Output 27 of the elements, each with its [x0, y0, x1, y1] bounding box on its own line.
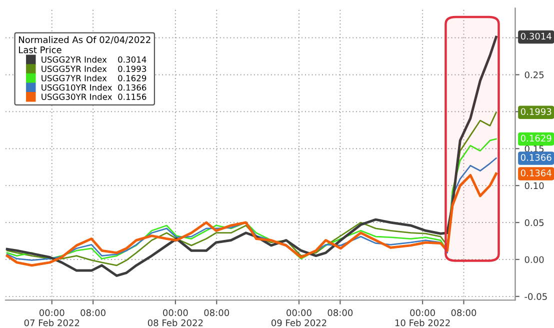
x-tick-label: 00:00 07 Feb 2022 [24, 309, 80, 326]
text: 0.1366 [520, 154, 552, 161]
legend-label: USGG7YR Index 0.1629 [42, 74, 146, 82]
text: 0.3014 [520, 32, 552, 40]
legend-label: USGG10YR Index 0.1366 [42, 84, 146, 91]
line-series [6, 172, 498, 267]
y-tick-label: 0.25 [524, 71, 544, 78]
text: 0.1364 [520, 170, 552, 176]
x-tick-label: 08:00 [80, 309, 106, 316]
y-tick-label: 0.05 [524, 219, 544, 226]
legend-label: USGG2YR Index 0.3014 [42, 56, 146, 63]
text: 0.1629 [520, 134, 552, 142]
x-tick-label: 00:00 10 Feb 2022 [395, 309, 450, 326]
y-tick-label: -0.05 [524, 293, 547, 300]
x-tick-label: 00:00 09 Feb 2022 [271, 309, 326, 326]
line-series [6, 36, 498, 277]
legend-label: USGG30YR Index 0.1156 [42, 93, 146, 100]
x-tick-label: 08:00 [451, 309, 476, 316]
y-tick-label: 0.00 [524, 256, 544, 264]
x-tick-label: 08:00 [204, 309, 230, 316]
legend-title: Normalized As Of 02/04/2022 Last Price [19, 36, 150, 54]
y-tick-label: 0.10 [524, 182, 544, 190]
x-tick-label: 00:00 08 Feb 2022 [148, 309, 203, 326]
legend-label: USGG5YR Index 0.1993 [42, 66, 146, 72]
text: 0.1993 [520, 108, 552, 116]
y-tick-label: 0.15 [524, 145, 544, 152]
x-tick-label: 08:00 [328, 309, 353, 316]
